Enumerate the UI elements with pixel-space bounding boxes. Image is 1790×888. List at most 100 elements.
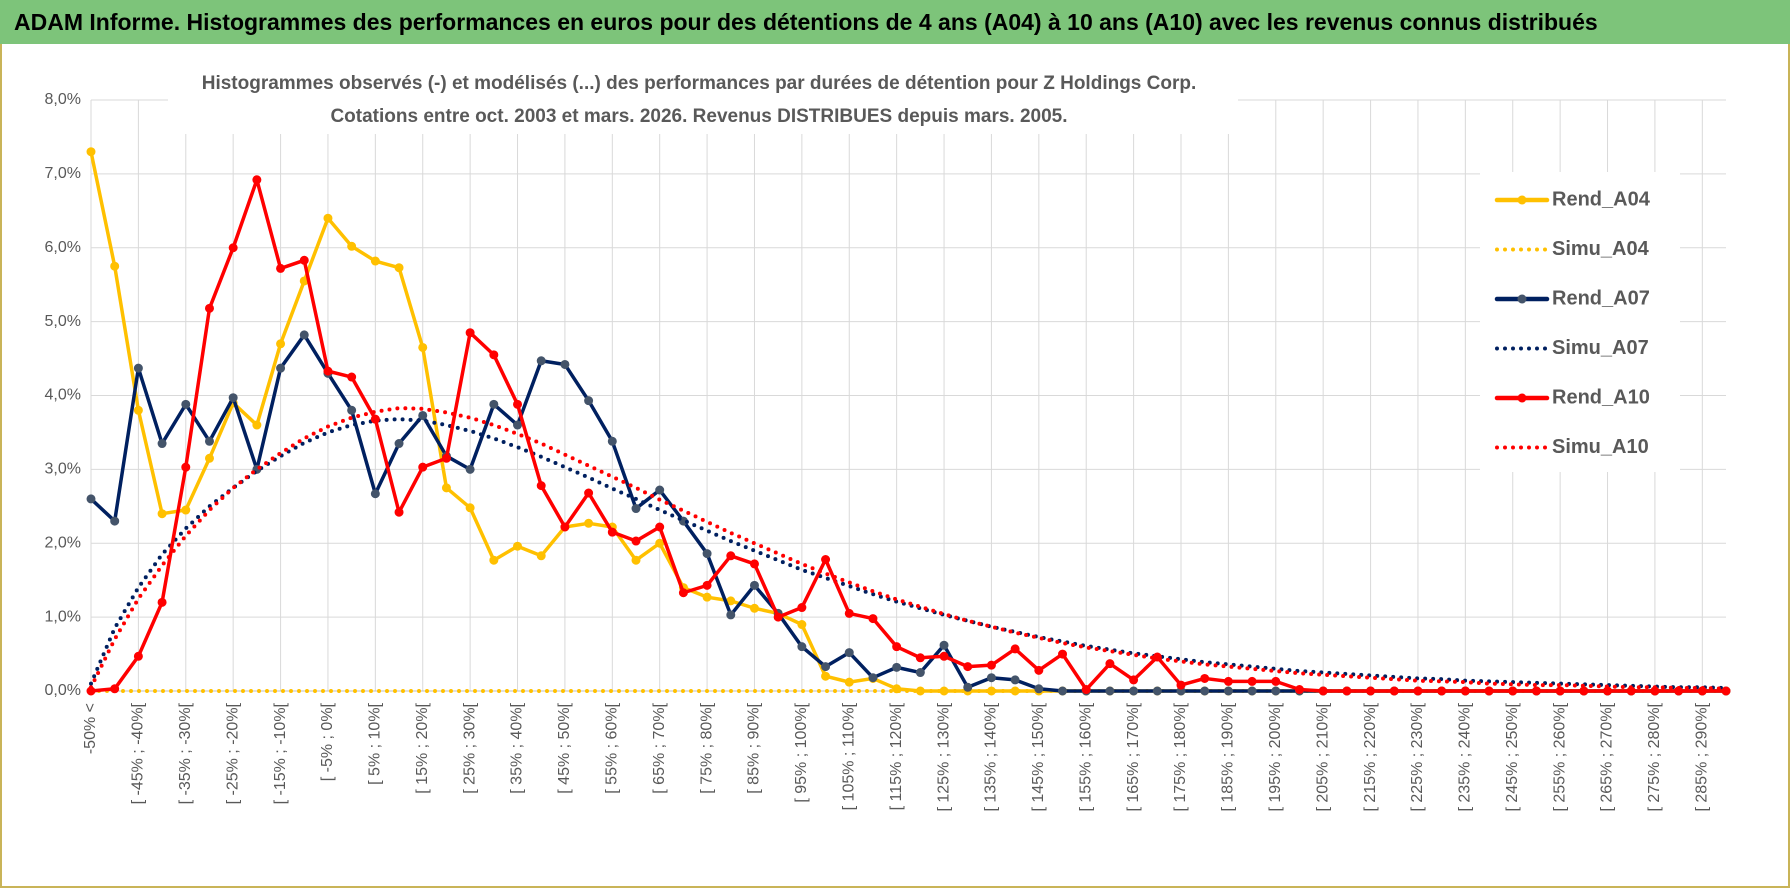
point-marker (1129, 686, 1139, 696)
point-marker (584, 518, 594, 528)
plot (86, 147, 1731, 696)
y-tick-label: 0,0% (45, 682, 81, 699)
legend-background (1480, 172, 1680, 472)
legend-label: Rend_A04 (1552, 188, 1651, 210)
point-marker (276, 263, 286, 273)
point-marker (915, 653, 925, 663)
x-tick-label: [ 45% ; 50%[ (556, 702, 573, 793)
x-tick-label: [ 55% ; 60%[ (604, 702, 621, 793)
point-marker (844, 608, 854, 618)
point-marker (986, 673, 996, 683)
point-marker (441, 483, 451, 493)
point-marker (1484, 686, 1494, 696)
point-marker (1058, 649, 1068, 659)
x-tick-label: [ 255% ; 260%[ (1551, 702, 1568, 811)
observed-line (89, 178, 1728, 693)
x-tick-label: [ 95% ; 100%[ (793, 702, 810, 802)
point-marker (513, 541, 523, 551)
x-tick-label: [ 25% ; 30%[ (461, 702, 478, 793)
point-marker (749, 603, 759, 613)
point-marker (844, 677, 854, 687)
x-tick-label: [ -15% ; -10%[ (272, 702, 289, 804)
point-marker (560, 522, 570, 532)
point-marker (678, 588, 688, 598)
point-marker (465, 503, 475, 513)
point-marker (1460, 686, 1470, 696)
point-marker (1010, 644, 1020, 654)
x-tick-label: [ 225% ; 230%[ (1409, 702, 1426, 811)
legend-marker (1517, 195, 1527, 205)
x-tick-label: [ 235% ; 240%[ (1457, 702, 1474, 811)
point-marker (1413, 686, 1423, 696)
point-marker (797, 642, 807, 652)
legend-label: Rend_A07 (1552, 287, 1650, 309)
point-marker (607, 436, 617, 446)
point-marker (749, 580, 759, 590)
point-marker (607, 527, 617, 537)
point-marker (631, 555, 641, 565)
y-tick-label: 2,0% (45, 534, 81, 551)
point-marker (536, 356, 546, 366)
point-marker (489, 555, 499, 565)
x-tick-label: [ 65% ; 70%[ (651, 702, 668, 793)
point-marker (394, 263, 404, 273)
point-marker (513, 399, 523, 409)
point-marker (204, 453, 214, 463)
x-tick-label: [ 115% ; 120%[ (888, 702, 905, 810)
point-marker (489, 399, 499, 409)
point-marker (110, 261, 120, 271)
legend-label: Simu_A10 (1552, 436, 1649, 458)
x-tick-label: [ 15% ; 20%[ (414, 702, 431, 793)
x-tick-label: [ 105% ; 110%[ (840, 702, 857, 810)
point-marker (584, 396, 594, 406)
point-marker (536, 481, 546, 491)
point-marker (726, 551, 736, 561)
point-marker (963, 662, 973, 672)
point-marker (252, 420, 262, 430)
x-tick-label: [ 245% ; 250%[ (1504, 702, 1521, 811)
point-marker (821, 662, 831, 672)
point-marker (702, 580, 712, 590)
title-background (168, 66, 1238, 134)
x-tick-label: -50% < (82, 703, 99, 754)
point-marker (986, 660, 996, 670)
chart-subtitle: Cotations entre oct. 2003 et mars. 2026.… (330, 106, 1067, 127)
point-marker (821, 555, 831, 565)
y-tick-label: 8,0% (45, 91, 81, 108)
x-tick-label: [ -45% ; -40%[ (130, 702, 147, 804)
point-marker (228, 393, 238, 403)
point-marker (892, 662, 902, 672)
model-line (89, 406, 1728, 691)
x-tick-label: [ 275% ; 280%[ (1646, 702, 1663, 811)
point-marker (560, 359, 570, 369)
point-marker (1034, 684, 1044, 694)
y-tick-label: 5,0% (45, 313, 81, 330)
x-tick-label: [ 85% ; 90%[ (746, 702, 763, 793)
point-marker (394, 439, 404, 449)
point-marker (323, 366, 333, 376)
point-marker (1223, 676, 1233, 686)
point-marker (584, 488, 594, 498)
point-marker (631, 536, 641, 546)
legend-marker (1517, 393, 1527, 403)
point-marker (868, 673, 878, 683)
point-marker (157, 509, 167, 519)
point-marker (1555, 686, 1565, 696)
point-marker (394, 507, 404, 517)
point-marker (370, 256, 380, 266)
point-marker (133, 405, 143, 415)
x-tick-label: [ -25% ; -20%[ (224, 702, 241, 804)
x-tick-label: [ 75% ; 80%[ (698, 702, 715, 793)
point-marker (655, 538, 665, 548)
x-tick-label: [ 135% ; 140%[ (983, 702, 1000, 811)
point-marker (939, 651, 949, 661)
point-marker (797, 603, 807, 613)
point-marker (702, 592, 712, 602)
point-marker (749, 559, 759, 569)
point-marker (347, 241, 357, 251)
x-tick-label: [ 125% ; 130%[ (935, 702, 952, 811)
y-tick-label: 4,0% (45, 387, 81, 404)
point-marker (1105, 686, 1115, 696)
